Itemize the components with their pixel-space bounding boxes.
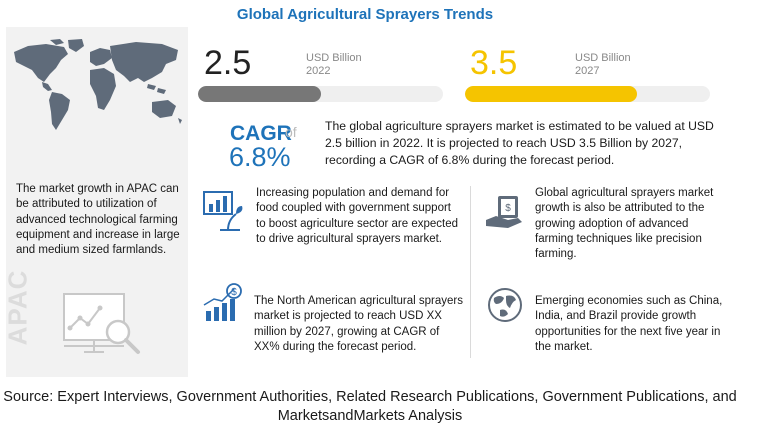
stat-year-2027: 2027 [575,65,600,77]
progress-fill-2027 [465,86,637,102]
stat-unit-2022: USD Billion [306,52,362,64]
plant-growth-icon [203,191,243,231]
page-title: Global Agricultural Sprayers Trends [236,6,494,23]
progress-bar-2022 [198,86,443,102]
apac-watermark: APAC [2,269,33,346]
item-population-demand: Increasing population and demand for foo… [256,187,459,245]
dollar-growth-chart-icon: $ [203,283,242,321]
svg-text:$: $ [505,203,511,214]
market-summary: The global agriculture sprayers market i… [325,119,714,167]
item-north-america: The North American agricultural sprayers… [254,295,463,353]
progress-fill-2022 [198,86,321,102]
cagr-value: 6.8% [229,142,291,172]
item-emerging-economies: Emerging economies such as China, India,… [535,295,723,353]
column-divider [470,186,471,358]
stat-year-2022: 2022 [306,65,331,77]
magnifier-chart-icon [63,293,140,354]
apac-description: The market growth in APAC can be attribu… [16,183,180,257]
progress-bar-2027 [465,86,710,102]
source-note: Source: Expert Interviews, Government Au… [3,389,737,424]
money-hand-icon: $ [486,196,522,228]
cagr-label: CAGR [230,122,292,145]
stat-unit-2027: USD Billion [575,52,631,64]
svg-text:$: $ [231,287,237,298]
stat-value-2022: 2.5 [204,44,252,82]
globe-icon [488,288,522,322]
stat-value-2027: 3.5 [470,44,518,82]
world-map-icon [14,39,182,130]
item-precision-farming: Global agricultural sprayers market grow… [535,187,714,261]
cagr-of: of [285,124,297,140]
